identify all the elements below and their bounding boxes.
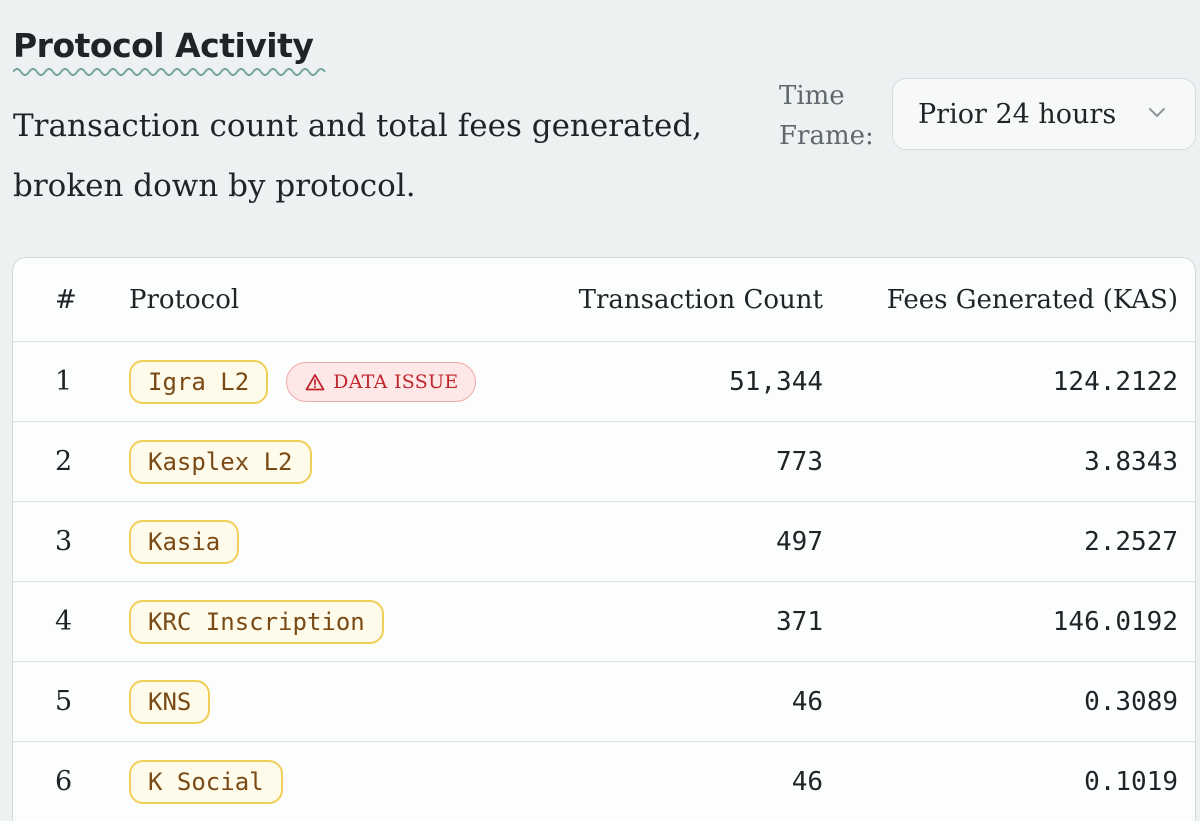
row-protocol-cell: KNS — [129, 662, 549, 741]
warning-triangle-icon — [305, 373, 325, 390]
row-rank: 6 — [55, 766, 73, 797]
row-fees-generated: 2.2527 — [1084, 526, 1178, 557]
row-protocol-cell: Kasia — [129, 502, 549, 581]
table-header-row: # Protocol Transaction Count Fees Genera… — [13, 258, 1195, 342]
table-row: 6 K Social 46 0.1019 — [13, 742, 1195, 821]
time-frame-selected-value: Prior 24 hours — [918, 98, 1117, 130]
protocol-pill[interactable]: KRC Inscription — [129, 599, 384, 644]
table-row: 1 Igra L2 DATA ISSUE 51,344 124.2122 — [13, 342, 1195, 422]
row-fees-generated: 146.0192 — [1052, 606, 1178, 637]
table-row: 4 KRC Inscription 371 146.0192 — [13, 582, 1195, 662]
data-issue-label: DATA ISSUE — [333, 370, 459, 393]
time-frame-label: Time Frame: — [779, 81, 874, 151]
protocol-pill[interactable]: Kasia — [129, 519, 240, 564]
protocol-table: # Protocol Transaction Count Fees Genera… — [12, 257, 1196, 821]
row-fees-generated: 0.3089 — [1084, 686, 1178, 717]
protocol-pill[interactable]: K Social — [129, 759, 283, 804]
row-transaction-count: 46 — [791, 686, 823, 717]
row-fees-generated: 124.2122 — [1052, 366, 1178, 397]
row-transaction-count: 46 — [791, 766, 823, 797]
column-header-transaction-count: Transaction Count — [578, 284, 823, 315]
table-row: 2 Kasplex L2 773 3.8343 — [13, 422, 1195, 502]
row-transaction-count: 371 — [776, 606, 823, 637]
row-rank: 4 — [55, 606, 73, 637]
chevron-down-icon — [1149, 108, 1165, 117]
column-header-protocol: Protocol — [129, 284, 240, 315]
time-frame-select[interactable]: Prior 24 hours — [892, 78, 1196, 150]
row-fees-generated: 3.8343 — [1084, 446, 1178, 477]
page-subtitle: Transaction count and total fees generat… — [13, 108, 703, 204]
row-protocol-cell: K Social — [129, 742, 549, 821]
row-rank: 2 — [55, 446, 73, 477]
page-title: Protocol Activity — [13, 26, 314, 65]
row-protocol-cell: Kasplex L2 — [129, 422, 549, 501]
row-rank: 3 — [55, 526, 73, 557]
row-rank: 1 — [55, 366, 73, 397]
table-row: 3 Kasia 497 2.2527 — [13, 502, 1195, 582]
row-protocol-cell: KRC Inscription — [129, 582, 549, 661]
table-row: 5 KNS 46 0.3089 — [13, 662, 1195, 742]
protocol-pill[interactable]: KNS — [129, 679, 211, 724]
row-protocol-cell: Igra L2 DATA ISSUE — [129, 342, 549, 421]
row-transaction-count: 497 — [776, 526, 823, 557]
protocol-pill[interactable]: Kasplex L2 — [129, 439, 312, 484]
row-transaction-count: 51,344 — [729, 366, 823, 397]
data-issue-badge[interactable]: DATA ISSUE — [286, 361, 476, 402]
row-fees-generated: 0.1019 — [1084, 766, 1178, 797]
column-header-fees-generated: Fees Generated (KAS) — [886, 284, 1178, 315]
row-rank: 5 — [55, 686, 73, 717]
row-transaction-count: 773 — [776, 446, 823, 477]
column-header-rank: # — [55, 284, 77, 315]
protocol-pill[interactable]: Igra L2 — [129, 359, 269, 404]
title-squiggle-underline — [13, 68, 326, 76]
